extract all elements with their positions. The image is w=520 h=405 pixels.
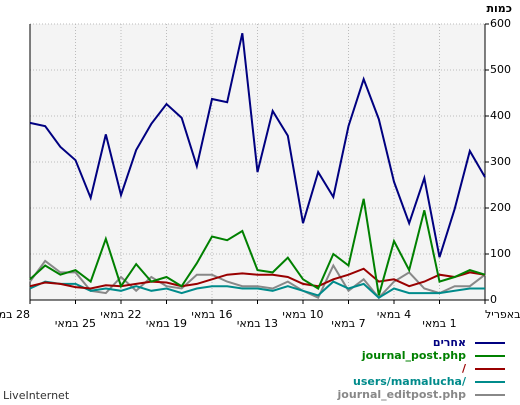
y-axis-label: כמות bbox=[487, 2, 512, 15]
y-tick-label: 500 bbox=[490, 63, 511, 76]
legend-label: אחרים bbox=[433, 336, 466, 349]
legend-label: / bbox=[462, 362, 467, 375]
y-tick-label: 600 bbox=[490, 17, 511, 30]
series-line bbox=[29, 280, 485, 299]
y-tick-label: 400 bbox=[490, 109, 511, 122]
x-tick-label: 7 במאי bbox=[331, 317, 365, 330]
footer: LiveInternet bbox=[3, 389, 70, 402]
x-tick-label: 16 במאי bbox=[191, 308, 232, 321]
y-tick-label: 100 bbox=[490, 247, 511, 260]
x-tick-label: 28 באפריל bbox=[485, 308, 520, 321]
x-tick-label: 28 במאי bbox=[0, 308, 30, 321]
x-tick-label: 19 במאי bbox=[146, 317, 187, 330]
x-tick-label: 10 במאי bbox=[282, 308, 323, 321]
y-tick-label: 0 bbox=[490, 293, 497, 306]
series-line bbox=[29, 198, 486, 296]
legend-label: journal_editpost.php bbox=[337, 388, 467, 401]
y-tick-label: 300 bbox=[490, 155, 511, 168]
x-tick-label: 22 במאי bbox=[100, 308, 141, 321]
series-line bbox=[29, 267, 486, 290]
series-line bbox=[29, 259, 486, 300]
x-tick-label: 25 במאי bbox=[55, 317, 96, 330]
legend-label: users/mamalucha/ bbox=[353, 375, 467, 388]
y-tick-label: 200 bbox=[490, 201, 511, 214]
series-line bbox=[29, 32, 486, 258]
x-tick-label: 4 במאי bbox=[377, 308, 411, 321]
x-tick-label: 1 במאי bbox=[422, 317, 456, 330]
legend-label: journal_post.php bbox=[361, 349, 466, 362]
x-tick-label: 13 במאי bbox=[237, 317, 278, 330]
